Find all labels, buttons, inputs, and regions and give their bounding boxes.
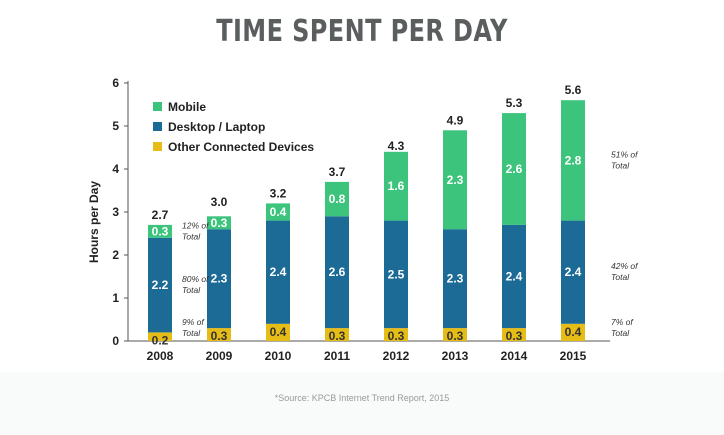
bar-segment-mobile-2015 — [561, 100, 585, 221]
bar-segment-desktop-2015 — [561, 220, 585, 324]
data-label-desktop: 2.3 — [447, 272, 464, 286]
data-label-other: 0.3 — [329, 329, 346, 343]
total-label: 3.2 — [270, 186, 287, 200]
bar-segment-other-2014 — [502, 328, 526, 341]
x-tick-label: 2010 — [265, 349, 292, 363]
bar-segment-other-2012 — [384, 328, 408, 341]
bar-segment-other-2013 — [443, 328, 467, 341]
total-label: 4.3 — [388, 139, 405, 153]
bar-segment-desktop-2011 — [325, 216, 349, 329]
y-tick-label: 6 — [112, 76, 119, 90]
x-tick-label: 2014 — [501, 349, 528, 363]
legend-swatch-other — [153, 142, 162, 151]
y-tick-label: 1 — [112, 291, 119, 305]
data-label-mobile: 2.8 — [565, 153, 582, 167]
annotation-total-mobile: Total — [611, 160, 630, 170]
footer-band — [0, 372, 724, 435]
legend-label-other: Other Connected Devices — [168, 140, 314, 154]
y-tick-label: 2 — [112, 248, 119, 262]
data-label-desktop: 2.2 — [152, 278, 169, 292]
bar-segment-mobile-2013 — [443, 130, 467, 230]
y-axis-title: Hours per Day — [87, 181, 101, 263]
annotation-total-mobile: Total — [182, 231, 201, 241]
data-label-desktop: 2.4 — [270, 265, 287, 279]
x-tick-label: 2015 — [560, 349, 587, 363]
chart-labels: 0.2 2.2 0.3 2.7 0.3 2.3 0.3 3.0 0.4 2.4 0.4 3.2 0.3 2… — [152, 83, 582, 347]
bar-segment-other-2010 — [266, 323, 290, 341]
bar-segment-desktop-2013 — [443, 229, 467, 329]
data-label-mobile: 1.6 — [388, 179, 405, 193]
data-label-mobile: 0.3 — [211, 216, 228, 230]
total-label: 3.7 — [329, 165, 346, 179]
data-label-other: 0.3 — [447, 329, 464, 343]
bar-segment-mobile-2009 — [207, 216, 231, 230]
chart-axes: 0 1 2 3 4 5 6 Hours per Day 2008 2009 2010 2011 2012… — [87, 76, 610, 363]
legend-label-mobile: Mobile — [168, 100, 206, 114]
annotation-pct-mobile: 51% of — [611, 149, 639, 159]
bar-segment-mobile-2011 — [325, 181, 349, 217]
total-label: 5.6 — [565, 83, 582, 97]
data-label-desktop: 2.4 — [565, 265, 582, 279]
bar-segment-other-2008 — [148, 332, 172, 341]
y-tick-label: 5 — [112, 119, 119, 133]
x-tick-label: 2013 — [442, 349, 469, 363]
data-label-desktop: 2.5 — [388, 267, 405, 281]
y-tick-label: 3 — [112, 205, 119, 219]
annotation-pct-other: 7% of — [611, 317, 634, 327]
data-label-other: 0.3 — [211, 329, 228, 343]
data-label-desktop: 2.4 — [506, 270, 523, 284]
bar-segment-mobile-2012 — [384, 151, 408, 221]
legend-label-desktop: Desktop / Laptop — [168, 120, 265, 134]
x-tick-label: 2008 — [147, 349, 174, 363]
y-tick-label: 0 — [112, 334, 119, 348]
annotation-total-desktop: Total — [611, 272, 630, 282]
bar-segment-mobile-2008 — [148, 224, 172, 238]
data-label-desktop: 2.3 — [211, 272, 228, 286]
total-label: 4.9 — [447, 113, 464, 127]
data-label-mobile: 2.3 — [447, 173, 464, 187]
y-tick-label: 4 — [112, 162, 119, 176]
data-label-mobile: 0.3 — [152, 224, 169, 238]
page-title: TIME SPENT PER DAY — [216, 14, 508, 49]
total-label: 5.3 — [506, 96, 523, 110]
annotation-pct-desktop: 80% of — [182, 274, 210, 284]
legend-swatch-desktop — [153, 122, 162, 131]
total-label: 2.7 — [152, 208, 169, 222]
data-label-other: 0.3 — [506, 329, 523, 343]
bar-segment-mobile-2014 — [502, 113, 526, 225]
bar-segment-desktop-2010 — [266, 220, 290, 324]
data-label-other: 0.3 — [388, 329, 405, 343]
data-label-other: 0.2 — [152, 333, 169, 347]
annotation-total-other: Total — [611, 328, 630, 338]
annotation-total-other: Total — [182, 328, 201, 338]
data-label-mobile: 0.8 — [329, 192, 346, 206]
data-label-mobile: 0.4 — [270, 205, 287, 219]
x-tick-label: 2012 — [383, 349, 410, 363]
data-label-other: 0.4 — [565, 325, 582, 339]
x-tick-label: 2009 — [206, 349, 233, 363]
annotation-pct-mobile: 12% of — [182, 220, 210, 230]
bar-segment-desktop-2009 — [207, 229, 231, 329]
annotation-total-desktop: Total — [182, 285, 201, 295]
source-note: *Source: KPCB Internet Trend Report, 201… — [274, 393, 450, 403]
total-label: 3.0 — [211, 195, 228, 209]
x-tick-label: 2011 — [324, 349, 350, 363]
bar-segment-other-2009 — [207, 328, 231, 341]
bar-segment-other-2015 — [561, 323, 585, 341]
bar-segment-other-2011 — [325, 328, 349, 341]
chart-legend: Mobile Desktop / Laptop Other Connected De… — [153, 100, 314, 154]
bar-segment-mobile-2010 — [266, 203, 290, 221]
legend-swatch-mobile — [153, 102, 162, 111]
bar-segment-desktop-2012 — [384, 220, 408, 329]
data-label-mobile: 2.6 — [506, 162, 523, 176]
annotation-pct-other: 9% of — [182, 317, 205, 327]
data-label-desktop: 2.6 — [329, 265, 346, 279]
bar-segment-desktop-2008 — [148, 237, 172, 333]
bar-segment-desktop-2014 — [502, 224, 526, 329]
data-label-other: 0.4 — [270, 325, 287, 339]
annotation-pct-desktop: 42% of — [611, 261, 639, 271]
chart-bars — [148, 100, 585, 341]
